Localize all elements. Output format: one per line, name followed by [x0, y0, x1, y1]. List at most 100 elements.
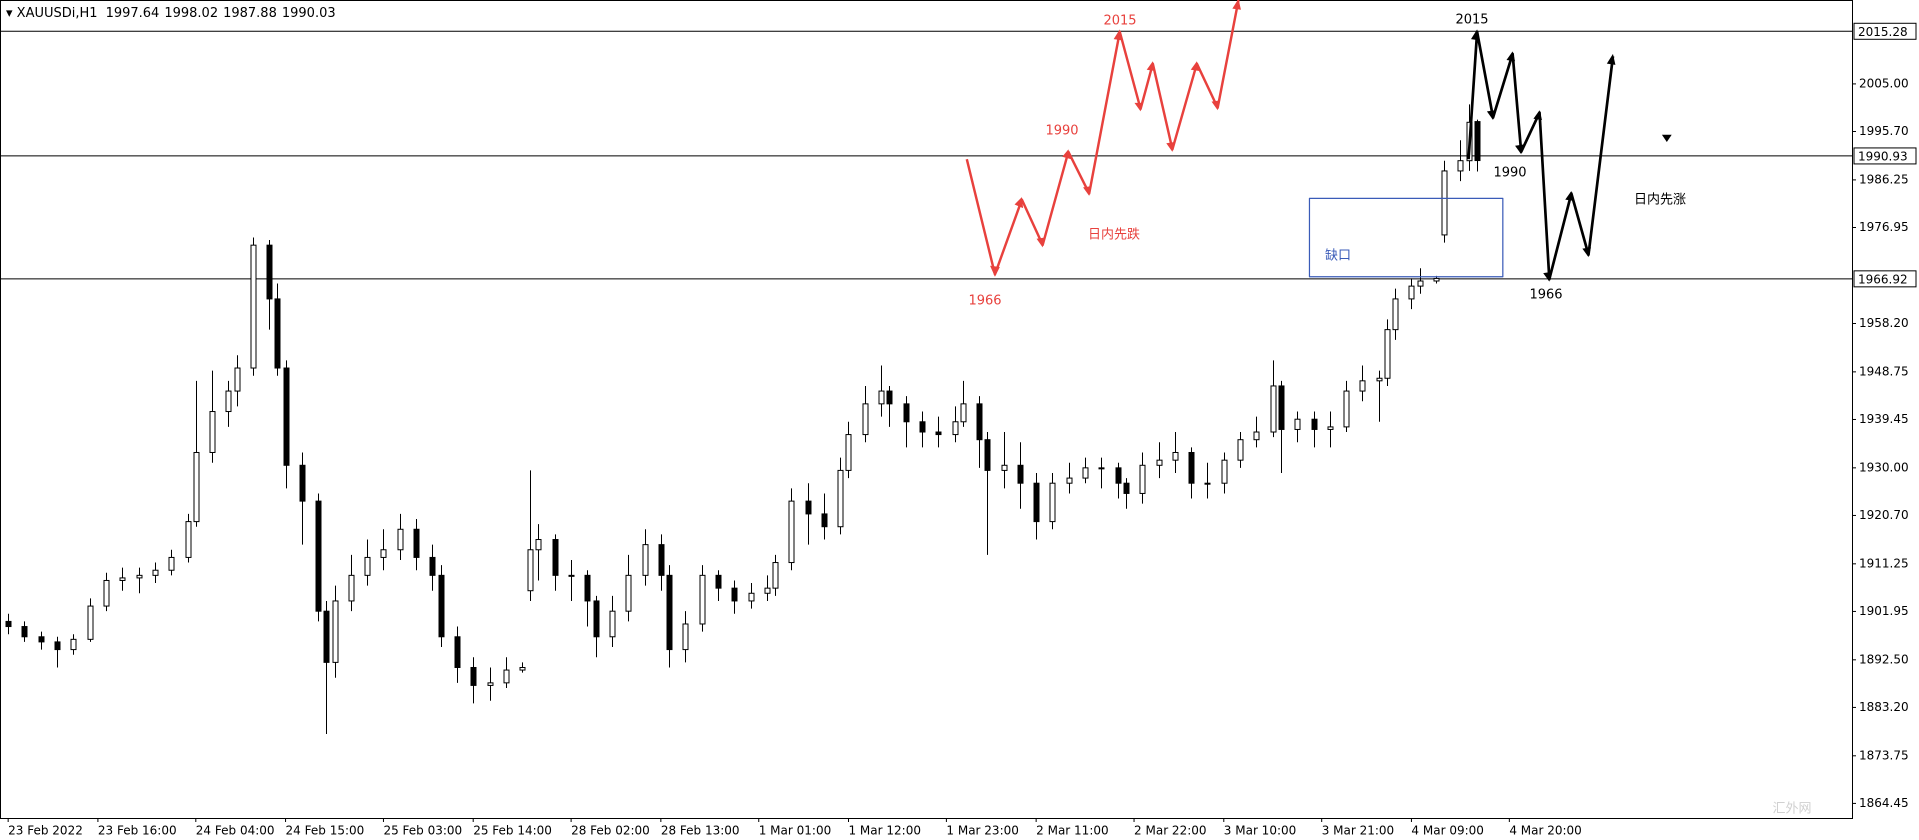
candle-body: [862, 403, 869, 436]
candle-body: [364, 556, 371, 576]
y-tick-label: 1939.45: [1859, 412, 1909, 426]
candle-body: [103, 579, 110, 607]
x-tick-label: 28 Feb 13:00: [661, 824, 740, 838]
candle-body: [380, 549, 387, 558]
candle-body: [1001, 464, 1008, 471]
level-label-box: [1853, 147, 1917, 165]
candle-body: [438, 574, 445, 638]
candle-body: [1457, 160, 1464, 172]
candle-body: [715, 574, 722, 589]
candle-body: [935, 431, 942, 436]
candle-body: [805, 500, 812, 515]
level-label: 1966.92: [1858, 272, 1908, 286]
header: ▾ XAUUSDi,H1 1997.64 1998.02 1987.88 1990.03: [6, 6, 336, 21]
y-tick-label: 1873.75: [1859, 748, 1909, 762]
candle-body: [1139, 464, 1146, 494]
candle-body: [535, 539, 542, 551]
candle-body: [1359, 380, 1366, 392]
candle-body: [984, 439, 991, 471]
candle-body: [527, 549, 534, 592]
candle-body: [919, 421, 926, 433]
candle-body: [837, 469, 844, 528]
candle-body: [38, 636, 45, 643]
candle-body: [593, 600, 600, 638]
candle-body: [731, 587, 738, 602]
black-label: 1966: [1529, 288, 1562, 303]
header-open: 1997.64: [106, 6, 160, 21]
candle-body: [1327, 426, 1334, 430]
candle-body: [70, 638, 77, 651]
candle-body: [1311, 418, 1318, 430]
candle-body: [1408, 285, 1415, 300]
x-tick-label: 4 Mar 20:00: [1509, 824, 1582, 838]
candle-body: [1343, 390, 1350, 428]
candle-body: [1270, 385, 1277, 433]
x-tick-label: 3 Mar 21:00: [1322, 824, 1395, 838]
candle-body: [552, 539, 559, 576]
candle-body: [658, 544, 665, 576]
y-tick-label: 1986.25: [1859, 172, 1909, 186]
candle-body: [1384, 329, 1391, 379]
candle-body: [250, 244, 257, 369]
x-tick-label: 4 Mar 09:00: [1411, 824, 1484, 838]
candle-body: [748, 592, 755, 602]
y-tick-label: 1901.95: [1859, 604, 1909, 618]
candle-body: [1433, 277, 1440, 282]
gap-box: [1308, 197, 1504, 278]
candle-body: [1098, 467, 1105, 470]
candle-body: [1474, 121, 1481, 162]
watermark: 汇外网: [1772, 802, 1811, 817]
candle-body: [1188, 451, 1195, 484]
symbol: XAUUSDi,H1: [17, 6, 98, 21]
candle-body: [21, 626, 28, 638]
header-triangle: ▾: [6, 6, 17, 21]
header-low: 1987.88: [223, 6, 277, 21]
candle-body: [1156, 459, 1163, 466]
candle-body: [609, 610, 616, 638]
candle-body: [470, 666, 477, 686]
candle-body: [1204, 482, 1211, 485]
candle-body: [152, 569, 159, 576]
level-label-box: [1853, 22, 1917, 40]
candle-body: [1441, 170, 1448, 236]
candle-body: [625, 574, 632, 612]
candle-body: [503, 669, 510, 684]
candle-body: [185, 521, 192, 558]
black-label: 日内先涨: [1634, 192, 1686, 208]
candle-body: [168, 556, 175, 571]
candle-body: [119, 577, 126, 581]
candle-body: [568, 574, 575, 577]
candle-body: [487, 682, 494, 686]
x-tick-label: 1 Mar 12:00: [848, 824, 921, 838]
candle-body: [1033, 482, 1040, 523]
candle-body: [699, 574, 706, 625]
candle-body: [299, 464, 306, 502]
y-tick-label: 1948.75: [1859, 364, 1909, 378]
candle-body: [136, 574, 143, 579]
red-label: 1966: [968, 294, 1001, 309]
candle-body: [209, 411, 216, 453]
plot-frame: [0, 0, 1853, 819]
x-tick-label: 24 Feb 04:00: [196, 824, 275, 838]
candle-body: [1253, 431, 1260, 441]
x-tick-label: 25 Feb 03:00: [383, 824, 462, 838]
candle-body: [878, 390, 885, 405]
candle-body: [454, 636, 461, 668]
candle-body: [1115, 467, 1122, 484]
candle-body: [682, 623, 689, 651]
level-label: 1990.93: [1858, 149, 1908, 163]
red-label: 日内先跌: [1088, 227, 1140, 243]
candle-body: [903, 403, 910, 423]
candle-body: [1376, 377, 1383, 382]
y-tick-label: 1930.00: [1859, 460, 1909, 474]
x-tick-label: 3 Mar 10:00: [1224, 824, 1297, 838]
x-tick-label: 23 Feb 2022: [8, 824, 83, 838]
header-close: 1990.03: [282, 6, 336, 21]
candle-body: [519, 666, 526, 671]
candle-body: [764, 587, 771, 594]
candle-body: [821, 513, 828, 528]
y-tick-label: 1995.70: [1859, 124, 1909, 138]
candle-body: [642, 544, 649, 576]
x-tick-label: 1 Mar 23:00: [946, 824, 1019, 838]
candle-body: [193, 451, 200, 523]
